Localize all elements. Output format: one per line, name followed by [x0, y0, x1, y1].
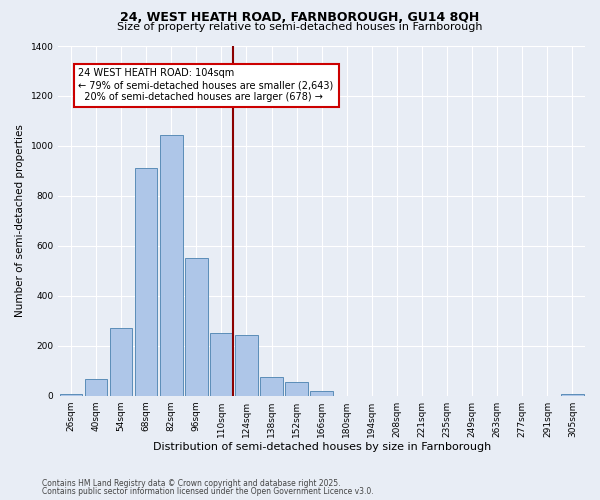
- Bar: [260, 377, 283, 396]
- Text: 24 WEST HEATH ROAD: 104sqm
← 79% of semi-detached houses are smaller (2,643)
  2: 24 WEST HEATH ROAD: 104sqm ← 79% of semi…: [79, 68, 334, 102]
- Y-axis label: Number of semi-detached properties: Number of semi-detached properties: [15, 124, 25, 318]
- Bar: [310, 390, 333, 396]
- Bar: [160, 134, 182, 396]
- Bar: [286, 382, 308, 396]
- Bar: [235, 334, 258, 396]
- Bar: [85, 380, 107, 396]
- Bar: [59, 394, 82, 396]
- Bar: [135, 168, 157, 396]
- Text: 24, WEST HEATH ROAD, FARNBOROUGH, GU14 8QH: 24, WEST HEATH ROAD, FARNBOROUGH, GU14 8…: [121, 11, 479, 24]
- Bar: [561, 394, 584, 396]
- X-axis label: Distribution of semi-detached houses by size in Farnborough: Distribution of semi-detached houses by …: [152, 442, 491, 452]
- Text: Contains public sector information licensed under the Open Government Licence v3: Contains public sector information licen…: [42, 487, 374, 496]
- Text: Contains HM Land Registry data © Crown copyright and database right 2025.: Contains HM Land Registry data © Crown c…: [42, 478, 341, 488]
- Bar: [210, 334, 233, 396]
- Bar: [185, 258, 208, 396]
- Text: Size of property relative to semi-detached houses in Farnborough: Size of property relative to semi-detach…: [117, 22, 483, 32]
- Bar: [110, 328, 133, 396]
